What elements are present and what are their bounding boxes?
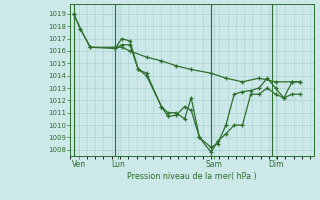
X-axis label: Pression niveau de la mer( hPa ): Pression niveau de la mer( hPa ) [127,172,257,181]
